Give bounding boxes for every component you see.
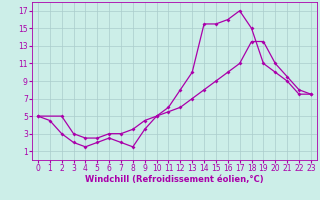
X-axis label: Windchill (Refroidissement éolien,°C): Windchill (Refroidissement éolien,°C) [85, 175, 264, 184]
